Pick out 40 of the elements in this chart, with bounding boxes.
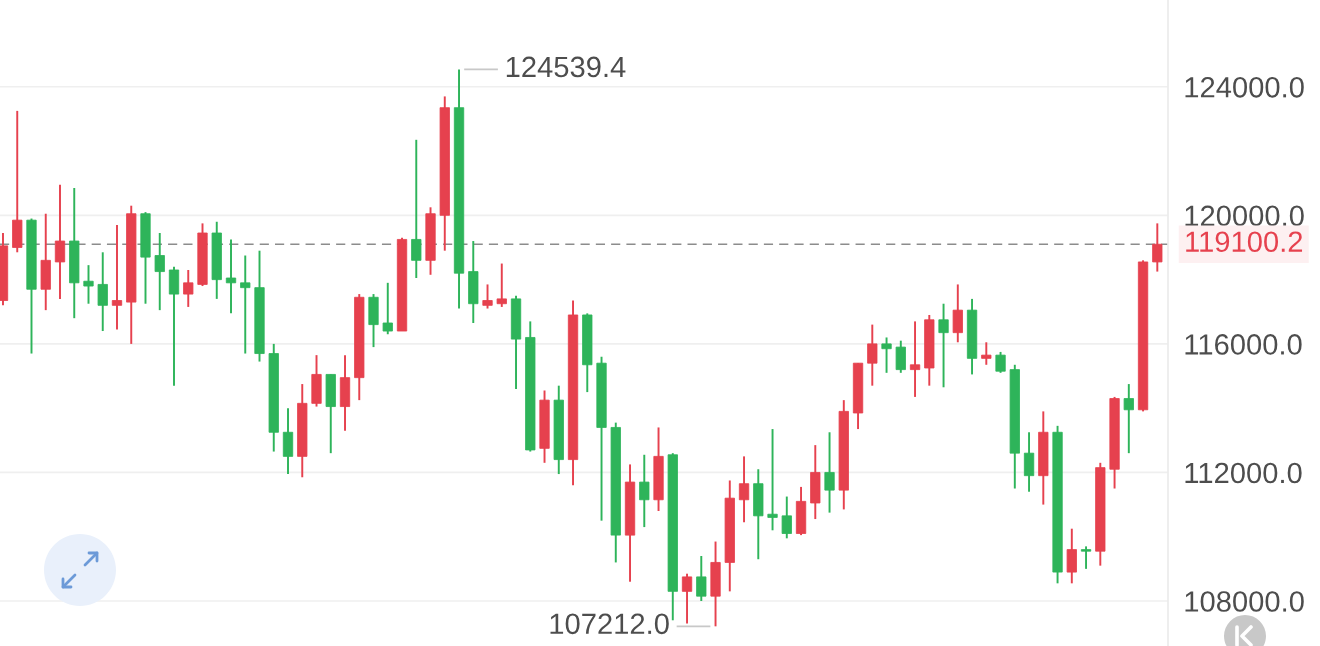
candlestick bbox=[382, 281, 393, 336]
candlestick bbox=[881, 336, 892, 374]
candlestick bbox=[496, 262, 507, 308]
candlestick bbox=[183, 269, 194, 308]
candlestick bbox=[696, 555, 707, 602]
candlestick bbox=[824, 431, 835, 514]
y-tick-label: 112000.0 bbox=[1185, 462, 1302, 484]
candlestick bbox=[225, 238, 237, 315]
candlestick bbox=[767, 428, 778, 532]
y-tick-label: 108000.0 bbox=[1185, 591, 1304, 612]
candlestick bbox=[738, 455, 750, 524]
annotation: 107212.0 bbox=[550, 613, 669, 635]
candlestick bbox=[895, 339, 906, 374]
y-tick-label: 124000.0 bbox=[1185, 76, 1304, 98]
candlestick bbox=[681, 572, 693, 625]
annotation: 124539.4 bbox=[506, 56, 626, 78]
y-tick-label: 116000.0 bbox=[1185, 334, 1302, 355]
candlestick bbox=[1080, 545, 1092, 570]
candlestick bbox=[411, 138, 422, 279]
y-tick-label: 120000.0 bbox=[1185, 205, 1304, 227]
candlestick bbox=[111, 224, 123, 331]
candlestick bbox=[639, 453, 650, 529]
candlestick bbox=[1123, 383, 1134, 455]
candlestick bbox=[482, 283, 493, 310]
candlestick bbox=[240, 254, 251, 355]
candlestick bbox=[981, 341, 992, 366]
candlestick bbox=[781, 495, 792, 540]
candlestick bbox=[867, 323, 878, 387]
candlestick bbox=[1023, 431, 1035, 493]
candlestick bbox=[154, 232, 165, 312]
candlestick bbox=[995, 350, 1006, 374]
candlestick bbox=[1066, 527, 1077, 585]
candlestick bbox=[952, 283, 963, 344]
candlestick bbox=[938, 302, 949, 389]
candlestick bbox=[909, 320, 921, 398]
candlestick bbox=[83, 264, 94, 305]
candlestick bbox=[54, 183, 66, 300]
candlestick bbox=[97, 251, 108, 332]
ref-line-label: 119100.2 bbox=[1186, 231, 1303, 253]
candlestick bbox=[1152, 222, 1163, 273]
